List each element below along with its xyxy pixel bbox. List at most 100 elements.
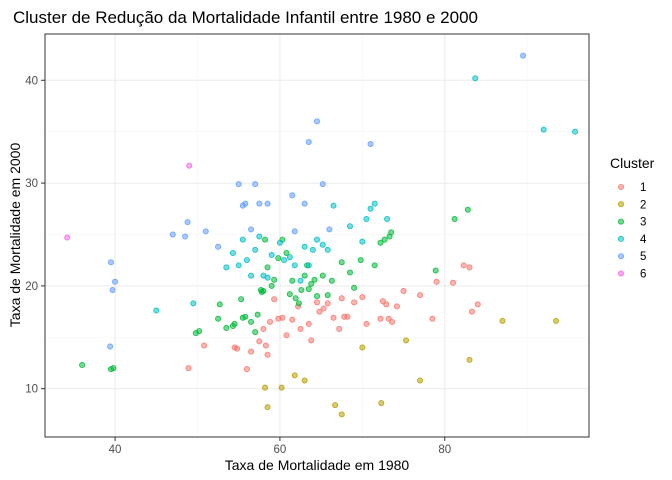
y-tick-label: 10 — [25, 384, 38, 396]
data-point — [109, 286, 116, 293]
data-point — [291, 228, 298, 235]
data-point — [324, 300, 331, 307]
data-point — [313, 236, 320, 243]
data-point — [540, 126, 547, 133]
legend-items: 1 2 3 4 5 6 — [618, 182, 647, 281]
data-point — [202, 228, 209, 235]
data-point — [243, 257, 250, 264]
data-point — [112, 278, 119, 285]
data-point — [256, 338, 263, 345]
data-point — [201, 342, 208, 349]
y-tick-label: 20 — [25, 281, 38, 293]
x-tick-label: 40 — [109, 444, 122, 456]
data-point — [223, 325, 230, 332]
series-cluster-3 — [79, 206, 471, 373]
data-point — [313, 293, 320, 300]
data-point — [298, 286, 305, 293]
data-point — [346, 223, 353, 230]
data-point — [223, 264, 230, 271]
data-point — [297, 277, 304, 284]
data-point — [301, 377, 308, 384]
data-point — [153, 307, 160, 314]
x-tick-label: 60 — [274, 444, 287, 456]
legend-item-cluster-5: 5 — [618, 251, 646, 263]
data-point — [520, 52, 527, 59]
data-point — [268, 252, 275, 259]
data-point — [184, 219, 191, 226]
data-point — [324, 246, 331, 253]
data-point — [311, 276, 318, 283]
data-point — [271, 276, 278, 283]
data-point — [238, 296, 245, 303]
data-point — [357, 257, 364, 264]
panel-background — [45, 34, 589, 437]
data-point — [190, 300, 197, 307]
data-point — [248, 226, 255, 233]
data-point — [264, 404, 271, 411]
legend: Cluster 1 2 3 4 5 6 — [610, 155, 655, 281]
data-point — [234, 345, 241, 352]
data-point — [338, 259, 345, 266]
x-axis-title: Taxa de Mortalidade em 1980 — [225, 457, 410, 473]
data-point — [297, 326, 304, 333]
data-point — [262, 342, 269, 349]
data-point — [308, 337, 315, 344]
y-axis-title: Taxa de Mortalidade em 2000 — [7, 143, 23, 328]
data-point — [278, 384, 285, 391]
data-point — [336, 326, 343, 333]
data-point — [460, 262, 467, 269]
data-point — [338, 295, 345, 302]
data-point — [400, 288, 407, 295]
data-point — [301, 243, 308, 250]
data-point — [281, 257, 288, 264]
data-point — [384, 216, 391, 223]
data-point — [271, 296, 278, 303]
data-point — [319, 181, 326, 188]
data-point — [252, 246, 259, 253]
data-point — [107, 343, 114, 350]
data-point — [252, 181, 259, 188]
data-point — [363, 320, 370, 327]
data-point — [283, 249, 290, 256]
legend-label: 4 — [640, 234, 647, 246]
data-point — [328, 277, 335, 284]
data-point — [378, 400, 385, 407]
data-point — [305, 262, 312, 269]
data-point — [464, 206, 471, 213]
data-point — [474, 301, 481, 308]
data-point — [393, 303, 400, 310]
data-point — [319, 241, 326, 248]
data-point — [367, 205, 374, 212]
data-point — [301, 200, 308, 207]
legend-label: 3 — [640, 217, 646, 229]
data-point — [289, 192, 296, 199]
legend-key — [618, 235, 625, 242]
data-point — [256, 233, 263, 240]
data-point — [417, 292, 424, 299]
x-axis: 40 60 80 — [109, 437, 451, 456]
data-point — [363, 216, 370, 223]
legend-key — [618, 183, 625, 190]
data-point — [264, 264, 271, 271]
data-point — [305, 320, 312, 327]
data-point — [295, 300, 302, 307]
data-point — [275, 255, 282, 262]
series-cluster-6 — [64, 162, 193, 241]
data-point — [351, 284, 358, 291]
data-point — [330, 314, 337, 321]
data-point — [571, 128, 578, 135]
data-point — [291, 372, 298, 379]
legend-item-cluster-4: 4 — [618, 234, 647, 246]
data-point — [305, 285, 312, 292]
data-point — [242, 200, 249, 207]
data-point — [468, 308, 475, 315]
data-point — [239, 236, 246, 243]
data-point — [433, 278, 440, 285]
data-point — [286, 254, 293, 261]
data-point — [324, 292, 331, 299]
data-point — [553, 317, 560, 324]
legend-item-cluster-2: 2 — [618, 199, 646, 211]
legend-label: 5 — [640, 251, 646, 263]
legend-item-cluster-1: 1 — [618, 182, 646, 194]
